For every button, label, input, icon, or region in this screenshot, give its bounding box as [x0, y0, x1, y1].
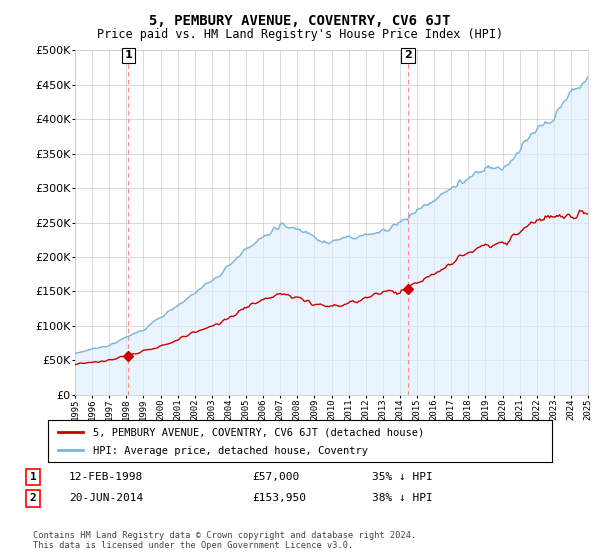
- Text: 1: 1: [124, 50, 132, 60]
- Text: 2: 2: [29, 493, 37, 503]
- Text: 38% ↓ HPI: 38% ↓ HPI: [372, 493, 433, 503]
- Text: £153,950: £153,950: [252, 493, 306, 503]
- Text: Contains HM Land Registry data © Crown copyright and database right 2024.
This d: Contains HM Land Registry data © Crown c…: [33, 531, 416, 550]
- Text: 12-FEB-1998: 12-FEB-1998: [69, 472, 143, 482]
- Text: 35% ↓ HPI: 35% ↓ HPI: [372, 472, 433, 482]
- Text: 1: 1: [29, 472, 37, 482]
- Text: 5, PEMBURY AVENUE, COVENTRY, CV6 6JT (detached house): 5, PEMBURY AVENUE, COVENTRY, CV6 6JT (de…: [94, 428, 425, 437]
- Text: 20-JUN-2014: 20-JUN-2014: [69, 493, 143, 503]
- Text: £57,000: £57,000: [252, 472, 299, 482]
- Text: 2: 2: [404, 50, 412, 60]
- Text: HPI: Average price, detached house, Coventry: HPI: Average price, detached house, Cove…: [94, 446, 368, 456]
- Text: Price paid vs. HM Land Registry's House Price Index (HPI): Price paid vs. HM Land Registry's House …: [97, 28, 503, 41]
- Text: 5, PEMBURY AVENUE, COVENTRY, CV6 6JT: 5, PEMBURY AVENUE, COVENTRY, CV6 6JT: [149, 14, 451, 28]
